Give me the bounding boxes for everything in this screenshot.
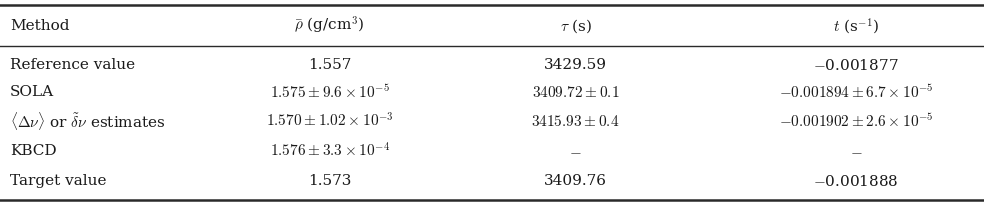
Text: $\langle\Delta\nu\rangle$ or $\tilde{\delta}\nu$ estimates: $\langle\Delta\nu\rangle$ or $\tilde{\de…	[10, 110, 165, 131]
Text: 3409.76: 3409.76	[544, 173, 607, 187]
Text: SOLA: SOLA	[10, 85, 54, 99]
Text: $-$0.001888: $-$0.001888	[814, 173, 898, 188]
Text: $-$0.001877: $-$0.001877	[813, 57, 899, 72]
Text: Reference value: Reference value	[10, 58, 135, 72]
Text: $1.575 \pm 9.6 \times 10^{-5}$: $1.575 \pm 9.6 \times 10^{-5}$	[270, 83, 390, 100]
Text: 1.573: 1.573	[308, 173, 351, 187]
Text: $3409.72 \pm 0.1$: $3409.72 \pm 0.1$	[531, 84, 620, 99]
Text: $1.576 \pm 3.3 \times 10^{-4}$: $1.576 \pm 3.3 \times 10^{-4}$	[270, 141, 390, 159]
Text: $\tau$ (s): $\tau$ (s)	[560, 17, 591, 35]
Text: $-$: $-$	[850, 143, 862, 157]
Text: $1.570 \pm 1.02 \times 10^{-3}$: $1.570 \pm 1.02 \times 10^{-3}$	[266, 111, 394, 130]
Text: 3429.59: 3429.59	[544, 58, 607, 72]
Text: $-0.001902 \pm 2.6 \times 10^{-5}$: $-0.001902 \pm 2.6 \times 10^{-5}$	[778, 112, 934, 129]
Text: $-0.001894 \pm 6.7 \times 10^{-5}$: $-0.001894 \pm 6.7 \times 10^{-5}$	[778, 83, 934, 100]
Text: $t$ (s$^{-1}$): $t$ (s$^{-1}$)	[833, 16, 879, 36]
Text: $\bar{\rho}$ (g/cm$^3$): $\bar{\rho}$ (g/cm$^3$)	[294, 15, 365, 36]
Text: 1.557: 1.557	[308, 58, 351, 72]
Text: Target value: Target value	[10, 173, 106, 187]
Text: Method: Method	[10, 19, 69, 33]
Text: $3415.93 \pm 0.4$: $3415.93 \pm 0.4$	[531, 113, 620, 128]
Text: KBCD: KBCD	[10, 143, 56, 157]
Text: $-$: $-$	[570, 143, 582, 157]
